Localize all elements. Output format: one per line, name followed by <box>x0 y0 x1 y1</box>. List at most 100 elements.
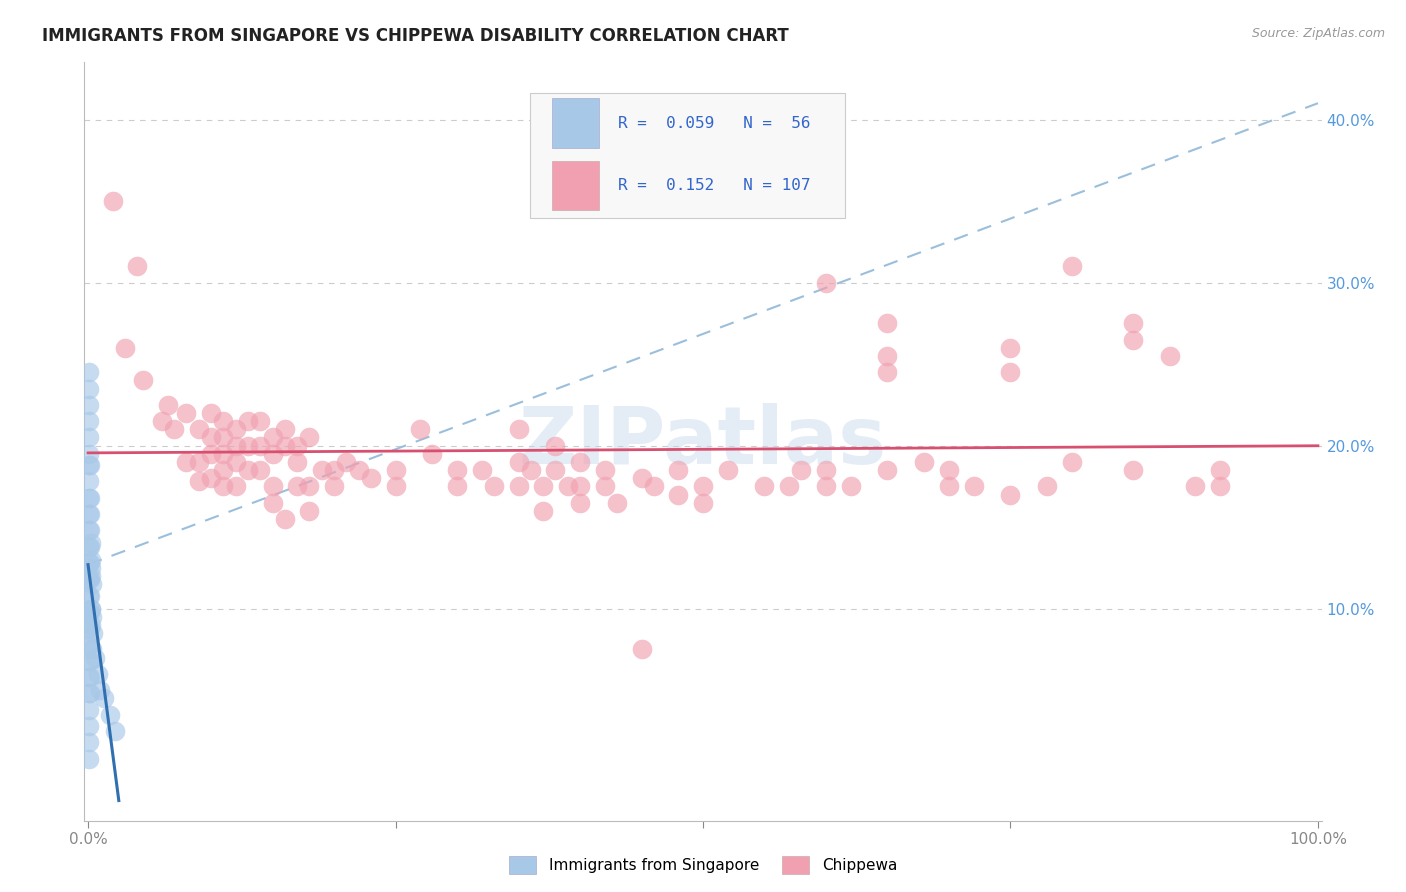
Point <box>249 439 271 453</box>
Point <box>187 422 209 436</box>
Point <box>531 504 554 518</box>
Point <box>212 430 235 444</box>
Point <box>236 439 259 453</box>
Point <box>298 430 321 444</box>
Point <box>79 589 101 603</box>
Point <box>80 561 103 575</box>
Point <box>225 439 247 453</box>
Point <box>876 316 898 330</box>
Point <box>1122 463 1144 477</box>
Point <box>80 642 103 657</box>
FancyBboxPatch shape <box>553 161 599 211</box>
Point <box>77 382 100 396</box>
Point <box>77 654 100 668</box>
Point <box>790 463 813 477</box>
Point <box>79 536 101 550</box>
Point <box>778 479 800 493</box>
Point <box>285 439 308 453</box>
Point <box>285 455 308 469</box>
Point <box>79 491 101 505</box>
Point <box>77 735 100 749</box>
Point <box>98 707 121 722</box>
Point <box>77 507 100 521</box>
Point <box>347 463 370 477</box>
Point <box>77 589 100 603</box>
Text: IMMIGRANTS FROM SINGAPORE VS CHIPPEWA DISABILITY CORRELATION CHART: IMMIGRANTS FROM SINGAPORE VS CHIPPEWA DI… <box>42 27 789 45</box>
Point <box>508 479 530 493</box>
Point <box>754 479 776 493</box>
Point <box>384 463 406 477</box>
Point <box>212 447 235 461</box>
Point <box>80 618 103 632</box>
Point <box>200 447 222 461</box>
Point <box>262 496 284 510</box>
Point <box>77 447 100 461</box>
Point <box>200 406 222 420</box>
Text: R =  0.059   N =  56: R = 0.059 N = 56 <box>617 116 810 130</box>
Point <box>938 463 960 477</box>
Legend: Immigrants from Singapore, Chippewa: Immigrants from Singapore, Chippewa <box>503 850 903 880</box>
Point <box>1060 455 1083 469</box>
FancyBboxPatch shape <box>530 93 845 218</box>
Point <box>77 572 100 586</box>
Point <box>1036 479 1059 493</box>
Point <box>311 463 333 477</box>
Point <box>1060 259 1083 273</box>
Point <box>360 471 382 485</box>
Point <box>262 447 284 461</box>
Point <box>236 414 259 428</box>
Point <box>163 422 186 436</box>
Point <box>409 422 432 436</box>
Point <box>79 572 101 586</box>
Point <box>82 626 104 640</box>
Point <box>1122 333 1144 347</box>
Point <box>557 479 579 493</box>
Point <box>298 504 321 518</box>
Point <box>77 556 100 570</box>
Text: ZIPatlas: ZIPatlas <box>519 402 887 481</box>
Point <box>520 463 543 477</box>
Point <box>176 406 198 420</box>
Point <box>77 638 100 652</box>
Point <box>104 723 127 738</box>
Point <box>482 479 505 493</box>
Point <box>962 479 984 493</box>
Point <box>569 496 592 510</box>
Point <box>77 621 100 635</box>
Point <box>79 553 101 567</box>
Point <box>630 642 652 657</box>
Point <box>79 556 101 570</box>
Text: R =  0.152   N = 107: R = 0.152 N = 107 <box>617 178 810 194</box>
Point <box>446 479 468 493</box>
Point <box>77 703 100 717</box>
Point <box>876 365 898 379</box>
Point <box>101 194 124 208</box>
Point <box>225 455 247 469</box>
Point <box>262 479 284 493</box>
Point <box>508 422 530 436</box>
Point <box>422 447 444 461</box>
Point <box>200 471 222 485</box>
Point <box>508 455 530 469</box>
Point <box>212 414 235 428</box>
Point <box>89 683 111 698</box>
Point <box>187 475 209 489</box>
Point <box>77 458 100 473</box>
Point <box>692 479 714 493</box>
Point <box>80 601 103 615</box>
Point <box>593 479 616 493</box>
Point <box>225 479 247 493</box>
Point <box>127 259 149 273</box>
Point <box>77 475 100 489</box>
Point <box>262 430 284 444</box>
Point <box>236 463 259 477</box>
Point <box>1122 316 1144 330</box>
Point <box>176 455 198 469</box>
Point <box>77 686 100 700</box>
Point <box>187 455 209 469</box>
Point <box>471 463 494 477</box>
Point <box>1159 349 1181 363</box>
Point <box>77 752 100 766</box>
Point <box>77 605 100 619</box>
Point <box>1000 365 1022 379</box>
